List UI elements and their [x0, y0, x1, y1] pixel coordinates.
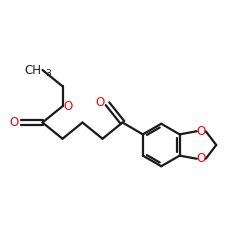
Text: 3: 3: [45, 68, 51, 78]
Text: CH: CH: [24, 64, 41, 76]
Text: O: O: [96, 96, 105, 109]
Text: O: O: [64, 100, 72, 113]
Text: O: O: [10, 116, 19, 129]
Text: O: O: [197, 152, 206, 165]
Text: O: O: [197, 125, 206, 138]
